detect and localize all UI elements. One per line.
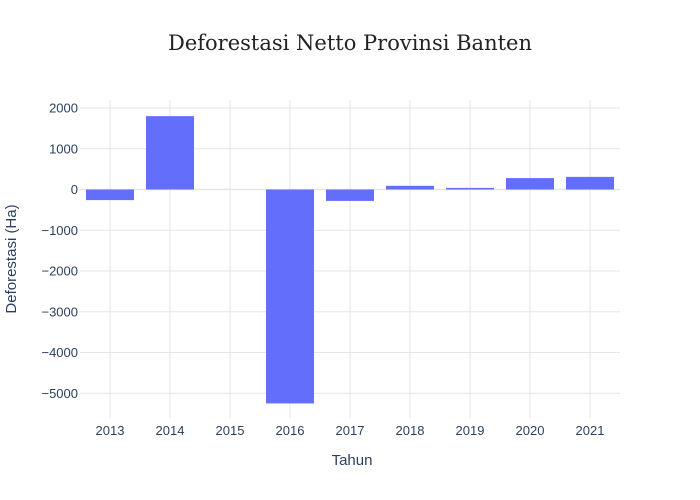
bar-2020 xyxy=(506,178,554,190)
bar-2013 xyxy=(86,189,134,201)
x-tick-label: 2015 xyxy=(216,423,245,438)
bar-2021 xyxy=(566,176,614,190)
bars xyxy=(86,116,614,404)
x-tick-label: 2021 xyxy=(576,423,605,438)
y-tick-label: 0 xyxy=(71,182,78,197)
y-axis-ticks: 2000 1000 0 −1000 −2000 −3000 −4000 −5000 xyxy=(41,101,78,401)
x-tick-label: 2013 xyxy=(96,423,125,438)
x-tick-label: 2017 xyxy=(336,423,365,438)
y-tick-label: −2000 xyxy=(41,264,78,279)
bar-2018 xyxy=(386,185,434,190)
bar-2014 xyxy=(146,116,194,190)
x-tick-label: 2020 xyxy=(516,423,545,438)
y-tick-label: −5000 xyxy=(41,386,78,401)
y-axis-title: Deforestasi (Ha) xyxy=(3,204,20,313)
y-tick-label: 2000 xyxy=(49,101,78,116)
x-tick-label: 2018 xyxy=(396,423,425,438)
bar-2017 xyxy=(326,189,374,201)
x-axis-title: Tahun xyxy=(332,452,373,469)
y-tick-label: 1000 xyxy=(49,141,78,156)
chart-title: Deforestasi Netto Provinsi Banten xyxy=(168,31,532,55)
x-tick-label: 2019 xyxy=(456,423,485,438)
x-tick-label: 2014 xyxy=(156,423,185,438)
y-tick-label: −1000 xyxy=(41,223,78,238)
x-tick-label: 2016 xyxy=(276,423,305,438)
bar-2016 xyxy=(266,189,314,404)
y-tick-label: −3000 xyxy=(41,304,78,319)
x-axis-ticks: 2013 2014 2015 2016 2017 2018 2019 2020 2021 xyxy=(96,423,605,438)
y-tick-label: −4000 xyxy=(41,345,78,360)
bar-2019 xyxy=(446,187,494,190)
